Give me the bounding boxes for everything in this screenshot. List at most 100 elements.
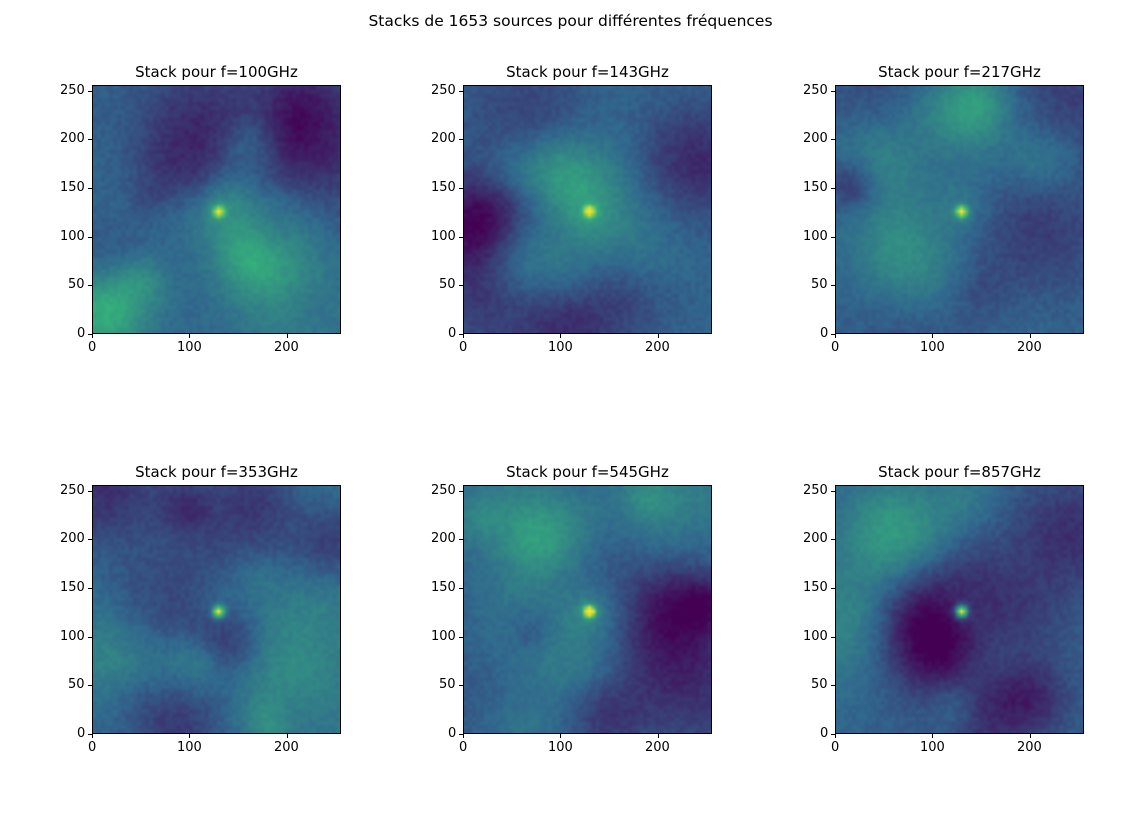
x-tick-label: 100 [548,740,573,755]
y-tick-mark [88,237,92,238]
y-tick-label: 250 [60,483,85,498]
y-tick-label: 50 [811,277,828,292]
y-tick-label: 200 [60,531,85,546]
y-tick-mark [459,334,463,335]
y-tick-mark [459,637,463,638]
y-tick-mark [831,685,835,686]
heatmap-image [464,86,711,333]
x-tick-mark [189,734,190,738]
y-tick-mark [459,188,463,189]
y-tick-mark [831,588,835,589]
y-tick-label: 0 [448,326,457,341]
x-tick-mark [932,334,933,338]
y-tick-mark [831,139,835,140]
y-tick-mark [831,637,835,638]
y-tick-label: 150 [60,580,85,595]
y-tick-mark [831,91,835,92]
x-tick-mark [92,734,93,738]
panel-title: Stack pour f=353GHz [135,463,298,481]
y-tick-mark [88,334,92,335]
x-tick-mark [463,734,464,738]
heatmap-panel [463,85,712,334]
x-tick-mark [463,334,464,338]
y-tick-label: 250 [431,83,456,98]
y-tick-label: 0 [820,726,829,741]
y-tick-mark [88,588,92,589]
y-tick-label: 150 [60,180,85,195]
y-tick-label: 50 [439,677,456,692]
y-tick-mark [88,539,92,540]
y-tick-label: 250 [431,483,456,498]
y-tick-label: 250 [803,483,828,498]
y-tick-mark [459,237,463,238]
panel-title: Stack pour f=143GHz [506,63,669,81]
y-tick-label: 150 [803,580,828,595]
y-tick-label: 150 [803,180,828,195]
x-tick-mark [835,734,836,738]
y-tick-mark [88,91,92,92]
y-tick-label: 200 [60,131,85,146]
x-tick-mark [835,334,836,338]
y-tick-label: 0 [820,326,829,341]
y-tick-mark [459,91,463,92]
x-tick-mark [560,734,561,738]
y-tick-mark [831,334,835,335]
y-tick-mark [88,188,92,189]
heatmap-panel [463,485,712,734]
y-tick-mark [88,285,92,286]
y-tick-mark [459,734,463,735]
panel-title: Stack pour f=217GHz [878,63,1041,81]
x-tick-mark [658,334,659,338]
y-tick-mark [831,539,835,540]
x-tick-label: 200 [1017,340,1042,355]
y-tick-label: 0 [77,726,86,741]
x-tick-mark [932,734,933,738]
y-tick-label: 100 [803,229,828,244]
heatmap-panel [92,85,341,334]
y-tick-mark [459,285,463,286]
y-tick-label: 250 [803,83,828,98]
heatmap-image [93,486,340,733]
x-tick-label: 100 [177,740,202,755]
x-tick-mark [92,334,93,338]
x-tick-label: 100 [177,340,202,355]
y-tick-mark [88,734,92,735]
y-tick-label: 0 [448,726,457,741]
x-tick-label: 0 [459,740,468,755]
y-tick-mark [831,285,835,286]
y-tick-mark [459,685,463,686]
y-tick-label: 50 [439,277,456,292]
y-tick-label: 50 [68,677,85,692]
y-tick-mark [831,188,835,189]
y-tick-label: 50 [811,677,828,692]
y-tick-label: 200 [803,531,828,546]
y-tick-label: 150 [431,580,456,595]
x-tick-label: 200 [645,740,670,755]
x-tick-mark [560,334,561,338]
heatmap-image [836,486,1083,733]
x-tick-mark [658,734,659,738]
x-tick-label: 0 [88,740,97,755]
heatmap-image [464,486,711,733]
x-tick-mark [189,334,190,338]
y-tick-mark [831,734,835,735]
x-tick-label: 200 [274,340,299,355]
x-tick-mark [1030,734,1031,738]
y-tick-label: 100 [431,629,456,644]
x-tick-label: 200 [274,740,299,755]
y-tick-label: 150 [431,180,456,195]
y-tick-label: 200 [803,131,828,146]
heatmap-panel [835,485,1084,734]
y-tick-label: 100 [60,229,85,244]
y-tick-label: 100 [60,629,85,644]
heatmap-image [836,86,1083,333]
y-tick-label: 50 [68,277,85,292]
y-tick-label: 0 [77,326,86,341]
y-tick-mark [88,491,92,492]
y-tick-mark [88,685,92,686]
y-tick-mark [88,637,92,638]
panel-title: Stack pour f=545GHz [506,463,669,481]
x-tick-label: 200 [1017,740,1042,755]
x-tick-mark [1030,334,1031,338]
x-tick-label: 100 [920,340,945,355]
